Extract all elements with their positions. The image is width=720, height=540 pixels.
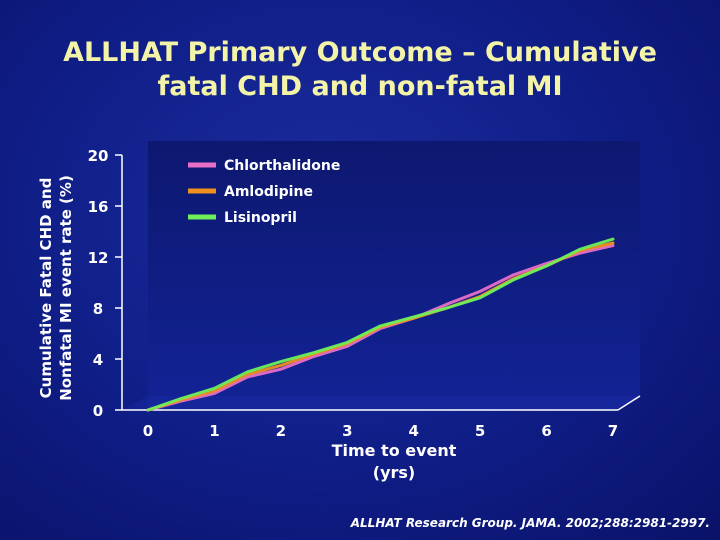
y-axis-label-line-1: Cumulative Fatal CHD and	[37, 178, 55, 399]
x-tick-label: 4	[408, 422, 418, 440]
slide-title-line-1: ALLHAT Primary Outcome – Cumulative	[63, 37, 657, 68]
plot-area-background	[148, 141, 640, 410]
y-tick-label: 4	[93, 351, 103, 369]
plot-area-floor	[122, 396, 640, 410]
slide-title-line-2: fatal CHD and non-fatal MI	[157, 71, 563, 102]
y-axis-label-line-2: Nonfatal MI event rate (%)	[57, 175, 75, 401]
series-line-lisinopril	[146, 237, 615, 412]
x-tick-label: 0	[143, 422, 153, 440]
legend-label-lisinopril: Lisinopril	[224, 210, 297, 226]
x-axis-label-line-1: Time to event	[332, 441, 457, 460]
x-tick-label: 3	[342, 422, 352, 440]
x-tick-label: 7	[608, 422, 618, 440]
slide-title: ALLHAT Primary Outcome – Cumulative fata…	[0, 36, 720, 104]
x-tick-label: 1	[209, 422, 219, 440]
y-tick-label: 12	[88, 249, 109, 267]
y-tick-label: 0	[93, 402, 103, 420]
x-axis-label-line-2: (yrs)	[373, 463, 415, 482]
x-tick-label: 2	[276, 422, 286, 440]
x-tick-label: 5	[475, 422, 485, 440]
citation-footer: ALLHAT Research Group. JAMA. 2002;288:29…	[350, 516, 710, 530]
y-tick-label: 16	[88, 198, 109, 216]
legend-label-chlorthalidone: Chlorthalidone	[224, 158, 340, 174]
legend-label-amlodipine: Amlodipine	[224, 184, 313, 200]
x-tick-label: 6	[541, 422, 551, 440]
y-tick-label: 20	[88, 147, 109, 165]
y-tick-label: 8	[93, 300, 103, 318]
x-axis-depth-line	[617, 395, 641, 411]
